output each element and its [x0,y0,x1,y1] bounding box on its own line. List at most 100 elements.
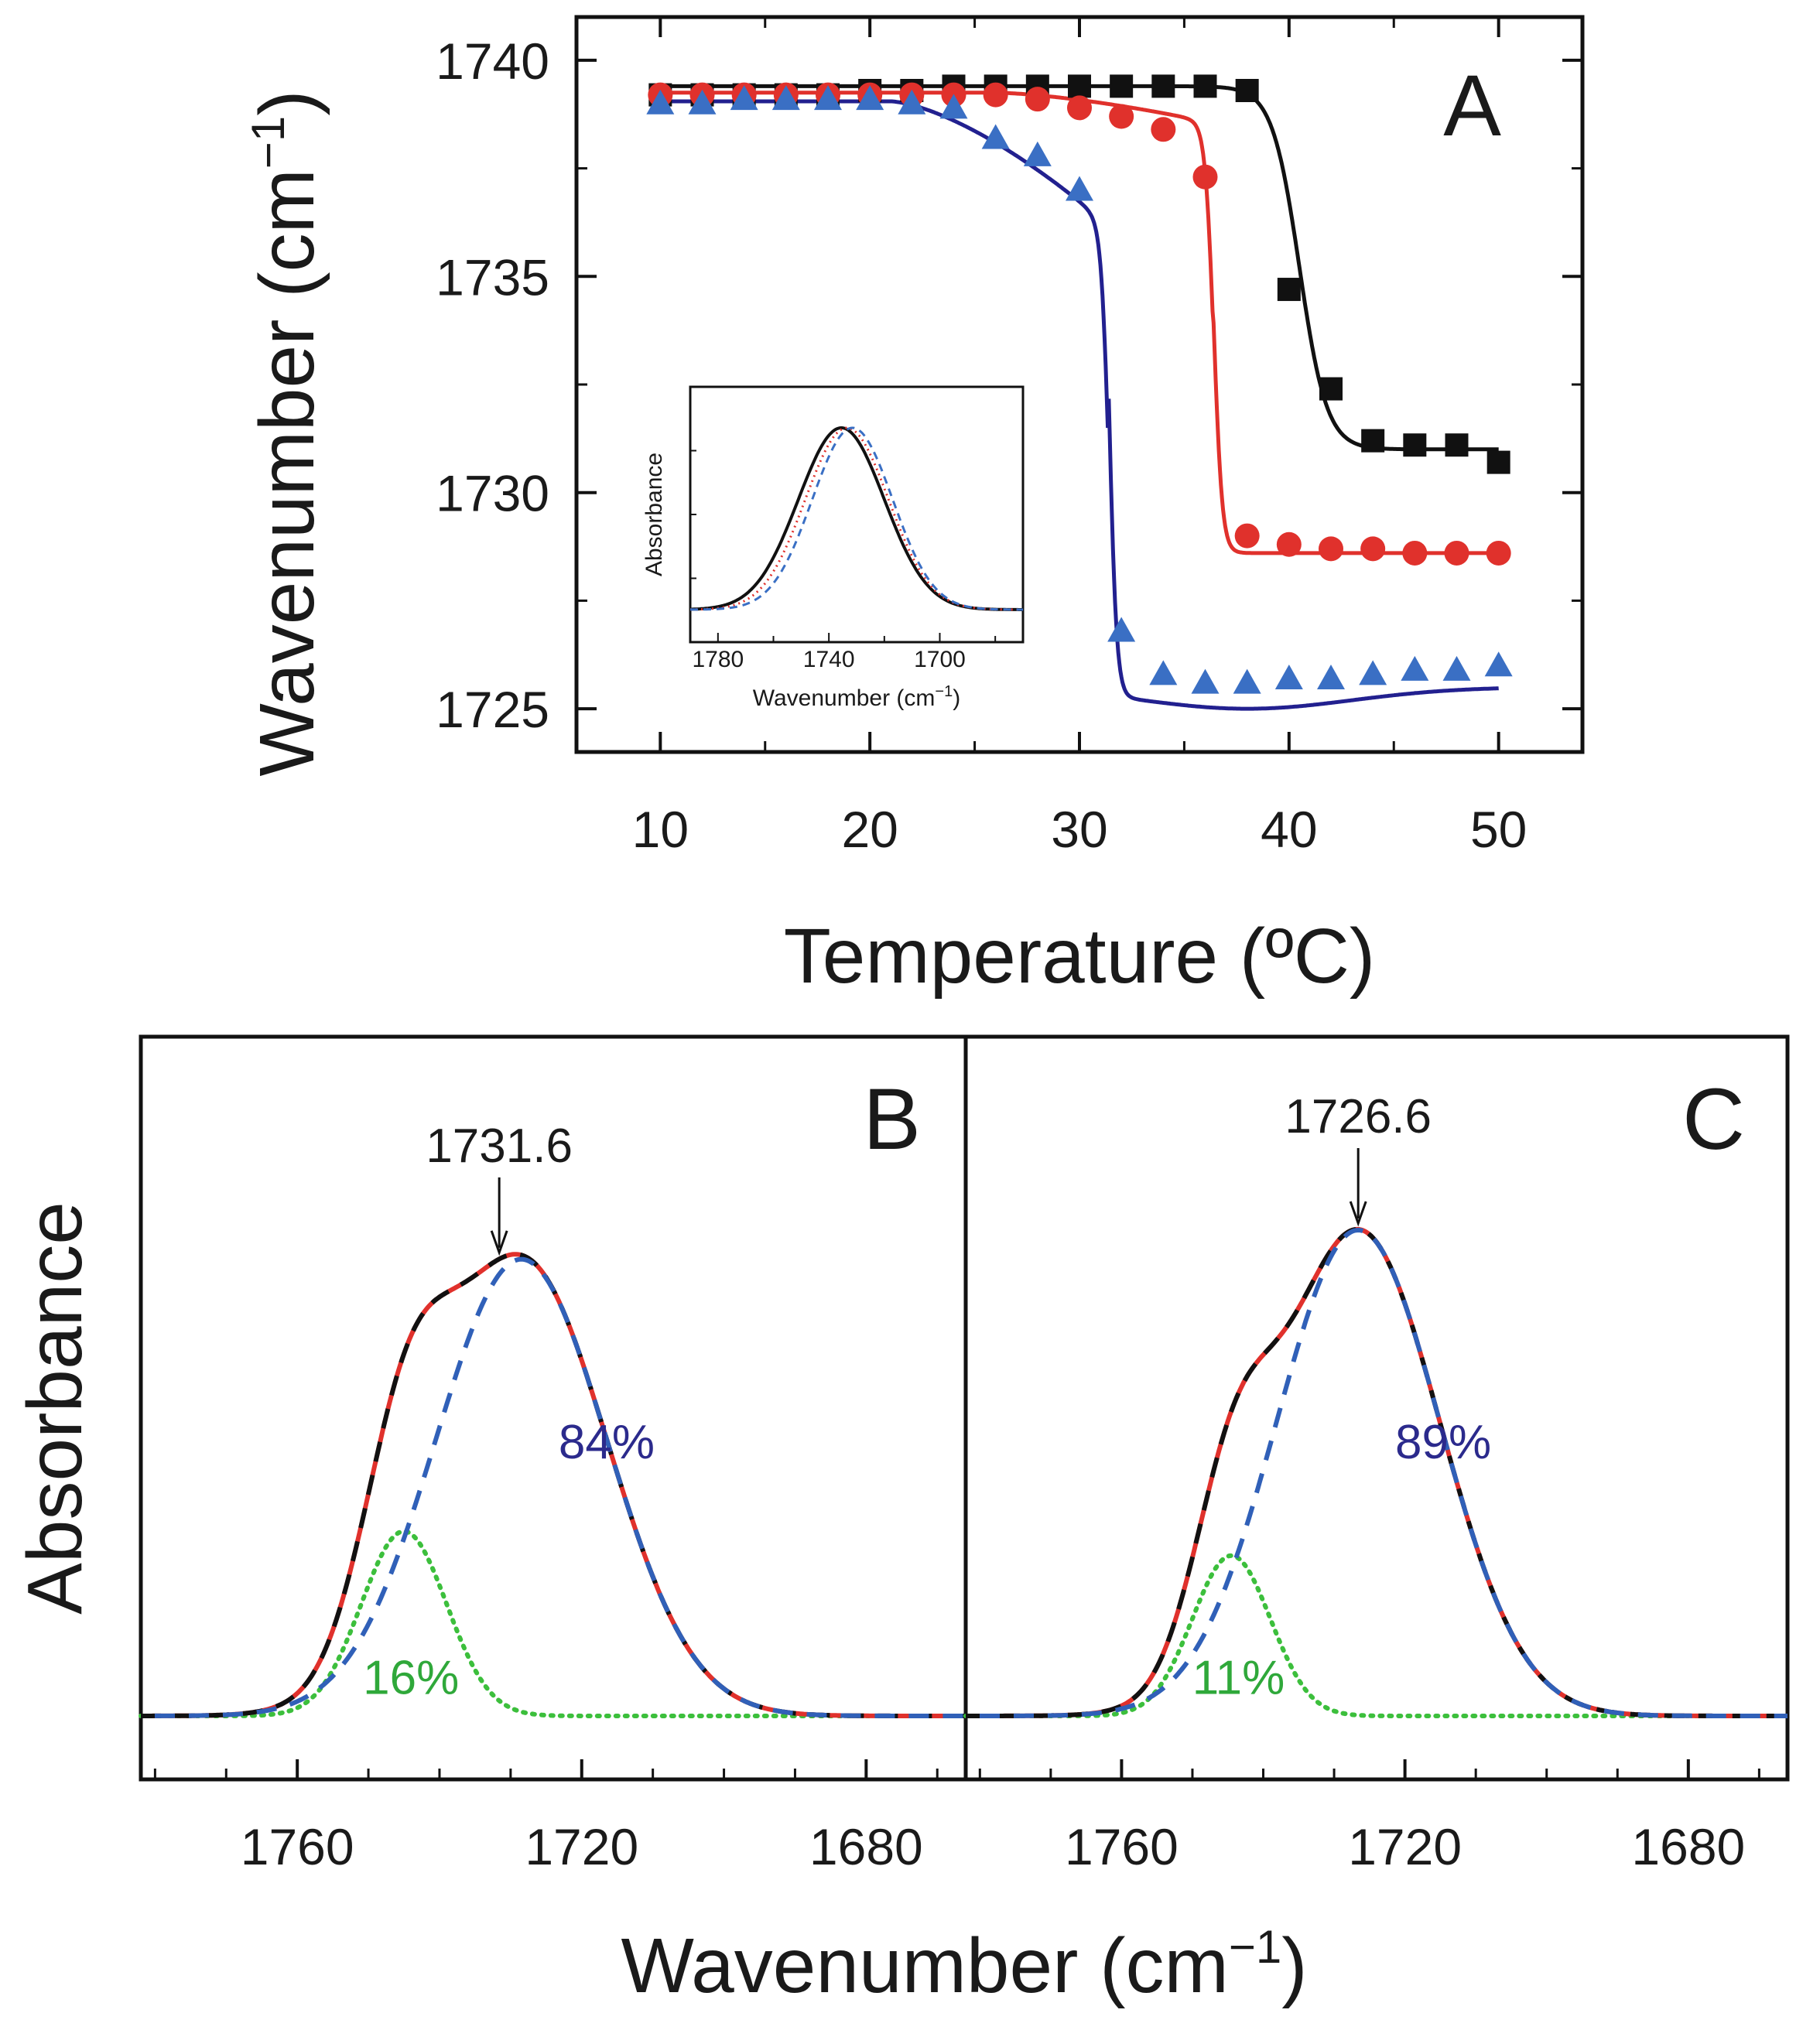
triangle-marker [646,89,675,115]
panel-c-major-percent-label: 89% [1395,1416,1491,1469]
panel-b-letter: B [863,1071,921,1167]
panel-c-minor-percent-label: 11% [1192,1652,1285,1705]
square-marker [1110,74,1134,98]
triangle-marker [1401,655,1429,681]
triangle-marker [981,124,1010,149]
panel-b-x-tick-label-1760: 1760 [241,1818,354,1875]
triangle-marker [688,89,717,115]
inset-curves [690,426,1023,611]
triangle-marker [1066,176,1093,201]
panel-b-peak-label: 1731.6 [426,1119,573,1173]
square-marker [1068,74,1091,98]
inset-blue-dashed-curve [690,426,1023,611]
panel-b-major-percent-label: 84% [559,1416,655,1469]
triangle-marker [1233,668,1261,694]
blue-triangles-fit [660,99,1499,711]
panel-a-markers [646,74,1513,694]
inset-x-tick-label-1780: 1780 [692,647,744,672]
panel-c: 1760 1720 1680 1726.6 89% 11% [963,1090,1790,1875]
inset-frame [689,385,1025,644]
x-tick-label-10: 10 [632,801,689,858]
inset-x-tick-label-1740: 1740 [803,647,855,672]
bc-x-label-sup: −1 [1229,1921,1281,1973]
triangle-marker [939,94,968,119]
triangle-marker [1191,668,1220,694]
y-tick-label-1735: 1735 [436,248,549,306]
triangle-marker [1274,665,1303,689]
x-tick-label-20: 20 [841,801,898,858]
x-tick-label-50: 50 [1470,801,1527,858]
panel-a-letter: A [1443,57,1501,154]
triangle-marker [814,85,842,111]
circle-marker [983,82,1008,108]
triangle-marker [730,85,758,111]
triangle-marker [1107,617,1136,642]
triangle-marker [1023,141,1052,166]
panel-c-x-tick-label-1760: 1760 [1065,1818,1179,1875]
y-tick-label-1740: 1740 [436,32,549,90]
triangle-marker [1442,655,1471,681]
panel-a-ticks: 10 20 30 40 50 1725 1730 1735 1740 [436,17,1582,858]
inset-x-label-close: ) [953,685,960,711]
square-marker [1403,433,1427,457]
square-marker [1277,278,1301,302]
circle-marker [1151,117,1176,142]
circle-marker [1402,540,1428,566]
y-tick-label-1725: 1725 [436,681,549,738]
inset-x-tick-label-1700: 1700 [914,647,966,672]
panel-a-x-label: Temperature (ºC) [784,913,1376,1000]
bc-x-label-close: ) [1281,1923,1307,2009]
x-tick-label-30: 30 [1051,801,1107,858]
inset-x-label-sup: −1 [935,683,953,700]
panel-c-x-tick-label-1720: 1720 [1348,1818,1462,1875]
panel-c-letter: C [1682,1071,1745,1167]
circle-marker [1234,523,1260,549]
triangle-marker [856,85,884,111]
triangle-marker [1484,651,1513,677]
inset-x-label-main: Wavenumber (cm [753,685,936,711]
y-tick-label-1730: 1730 [436,465,549,522]
panel-a-inset: 1780 1740 1700 Absorbance Wavenumber (cm−1… [641,385,1025,711]
panel-a-y-label-close: ) [244,90,330,115]
circle-marker [1025,87,1050,112]
square-marker [1193,74,1217,98]
panel-a-y-label: Wavenumber (cm−1) [242,90,330,776]
square-marker [1361,429,1385,453]
circle-marker [1192,164,1218,190]
panel-b: 1760 1720 1680 1731.6 84% 16% [139,1119,968,1875]
panel-c-peak-arrow-head [1349,1201,1367,1227]
panel-c-peak-label: 1726.6 [1285,1090,1432,1143]
panel-c-major-component-curve [966,1227,1788,1718]
circle-marker [1276,531,1302,557]
triangle-marker [1359,660,1387,685]
circle-marker [1109,104,1134,129]
bc-y-label: Absorbance [12,1201,98,1615]
panels-b-c: 1760 1720 1680 1731.6 84% 16% 1760 1720 1680 172… [12,1034,1790,2009]
circle-marker [1444,540,1469,566]
circle-marker [1486,540,1511,566]
panel-a: 10 20 30 40 50 1725 1730 1735 1740 A Wavenumber … [242,15,1585,1000]
square-marker [1445,433,1469,457]
panel-a-y-label-sup: −1 [242,116,294,169]
inset-ticks: 1780 1740 1700 [690,449,997,672]
triangle-marker [771,85,800,111]
bc-x-label-main: Wavenumber (cm [621,1923,1228,2009]
inset-x-label: Wavenumber (cm−1) [753,683,960,711]
square-marker [1486,450,1510,474]
panel-a-y-label-main: Wavenumber (cm [244,169,330,776]
panel-b-peak-arrow-head [490,1230,508,1256]
inset-y-label: Absorbance [641,453,667,576]
panel-b-x-tick-label-1720: 1720 [525,1818,638,1875]
triangle-marker [1149,660,1178,685]
triangle-marker [1317,665,1345,689]
x-tick-label-40: 40 [1261,801,1317,858]
square-marker [1235,79,1259,102]
triangle-marker [898,89,926,115]
circle-marker [1319,536,1343,562]
panel-b-major-component-curve [141,1256,966,1718]
panel-b-x-tick-label-1680: 1680 [809,1818,923,1875]
square-marker [1319,377,1343,401]
bc-x-label: Wavenumber (cm−1) [621,1921,1307,2009]
